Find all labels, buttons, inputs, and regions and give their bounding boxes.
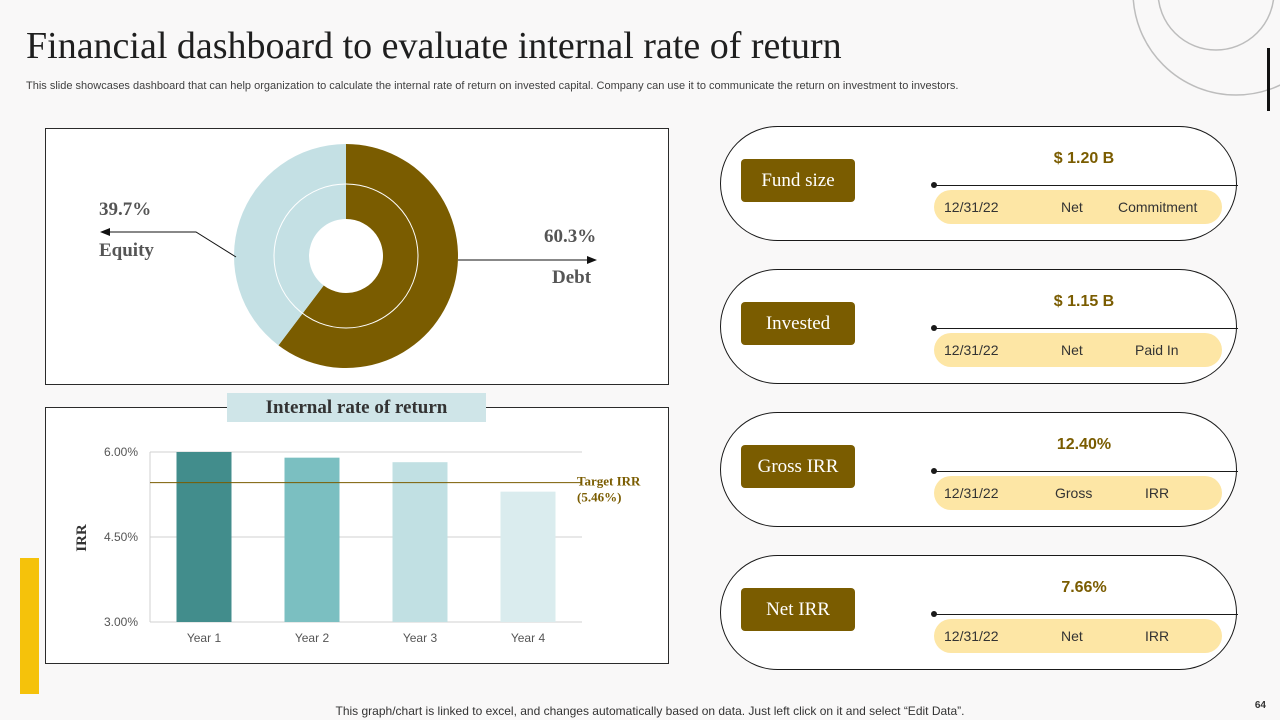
- card-gross-irr: Gross IRR 12.40% 12/31/22 Gross IRR: [720, 412, 1238, 527]
- target-irr-label: Target IRR: [577, 474, 641, 489]
- page-subtitle: This slide showcases dashboard that can …: [26, 80, 959, 92]
- card-fund-size: Fund size $ 1.20 B 12/31/22 Net Commitme…: [720, 126, 1238, 241]
- card-tag1: Net: [1061, 199, 1083, 215]
- card-tag1: Net: [1061, 342, 1083, 358]
- card-divider-dot: [931, 468, 937, 474]
- card-info-pill: 12/31/22 Net Paid In: [934, 333, 1222, 367]
- y-tick-label: 4.50%: [104, 530, 138, 544]
- equity-label: Equity: [99, 240, 154, 261]
- debt-arrowhead: [587, 256, 597, 264]
- page-title: Financial dashboard to evaluate internal…: [26, 25, 842, 67]
- y-tick-label: 6.00%: [104, 445, 138, 459]
- donut-slice-equity: [233, 144, 346, 346]
- card-net-irr: Net IRR 7.66% 12/31/22 Net IRR: [720, 555, 1238, 670]
- x-tick-label: Year 2: [295, 631, 330, 645]
- donut-inner-ring: [273, 183, 419, 329]
- invested-button[interactable]: Invested: [741, 302, 855, 345]
- y-tick-label: 3.00%: [104, 615, 138, 629]
- card-divider: [933, 614, 1238, 615]
- card-date: 12/31/22: [944, 342, 999, 358]
- net-irr-value: 7.66%: [1061, 579, 1107, 596]
- card-tag2: IRR: [1145, 628, 1170, 644]
- irr-bar-chart: Year 1 Year 2 Year 3 Year 4 3.00% 4.50% 6.00%…: [74, 445, 641, 645]
- bar-year-2: [284, 457, 340, 622]
- y-axis-label: IRR: [74, 524, 90, 552]
- equity-percent-label: 39.7%: [99, 199, 152, 220]
- bar-chart-panel: Year 1 Year 2 Year 3 Year 4 3.00% 4.50% 6.00%…: [45, 407, 669, 664]
- bar-year-1: [176, 452, 232, 622]
- equity-arrowhead: [100, 228, 110, 236]
- debt-percent-label: 60.3%: [544, 226, 597, 247]
- card-date: 12/31/22: [944, 485, 999, 501]
- card-tag2: Paid In: [1135, 342, 1179, 358]
- gross-irr-button[interactable]: Gross IRR: [741, 445, 855, 488]
- debt-label: Debt: [552, 267, 592, 288]
- decorative-bar: [1267, 48, 1270, 111]
- donut-chart-panel: 39.7% Equity 60.3% Debt: [45, 128, 669, 385]
- card-invested: Invested $ 1.15 B 12/31/22 Net Paid In: [720, 269, 1238, 384]
- card-divider: [933, 471, 1238, 472]
- card-date: 12/31/22: [944, 628, 999, 644]
- fund-size-button[interactable]: Fund size: [741, 159, 855, 202]
- invested-value: $ 1.15 B: [1053, 293, 1115, 310]
- card-tag1: Net: [1061, 628, 1083, 644]
- gross-irr-value: 12.40%: [1056, 436, 1112, 453]
- equity-leader-line: [108, 231, 237, 258]
- bar-year-4: [500, 491, 556, 622]
- card-tag1: Gross: [1055, 485, 1093, 501]
- card-divider: [933, 185, 1238, 186]
- card-tag2: Commitment: [1118, 199, 1198, 215]
- net-irr-button[interactable]: Net IRR: [741, 588, 855, 631]
- x-tick-label: Year 1: [187, 631, 222, 645]
- bar-chart-title: Internal rate of return: [227, 393, 486, 422]
- fund-size-value: $ 1.20 B: [1053, 150, 1115, 167]
- decorative-yellow-strip: [20, 558, 39, 694]
- card-divider-dot: [931, 325, 937, 331]
- card-divider-dot: [931, 611, 937, 617]
- card-tag2: IRR: [1145, 485, 1170, 501]
- bar-year-3: [392, 462, 448, 622]
- page-number: 64: [1254, 700, 1266, 711]
- card-divider: [933, 328, 1238, 329]
- donut-slice-debt: [278, 144, 459, 368]
- target-irr-value-label: (5.46%): [577, 490, 621, 505]
- card-info-pill: 12/31/22 Net Commitment: [934, 190, 1222, 224]
- card-date: 12/31/22: [944, 199, 999, 215]
- x-tick-label: Year 4: [511, 631, 546, 645]
- footer-note: This graph/chart is linked to excel, and…: [335, 704, 965, 718]
- x-tick-label: Year 3: [403, 631, 438, 645]
- donut-chart: [100, 144, 597, 368]
- card-divider-dot: [931, 182, 937, 188]
- card-info-pill: 12/31/22 Net IRR: [934, 619, 1222, 653]
- card-info-pill: 12/31/22 Gross IRR: [934, 476, 1222, 510]
- decorative-circles: [1132, 0, 1280, 96]
